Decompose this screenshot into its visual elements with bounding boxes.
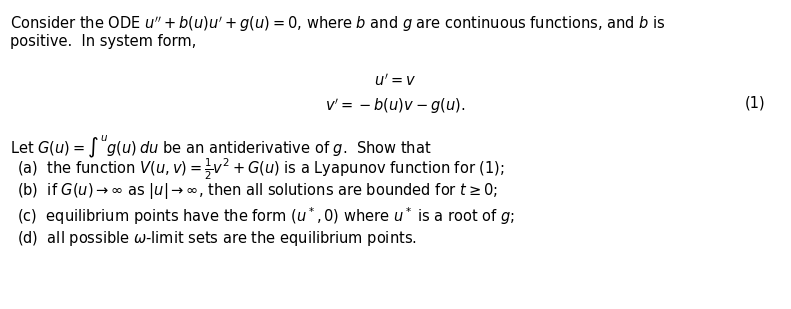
Text: (1): (1) xyxy=(745,96,766,111)
Text: $v' = -b(u)v - g(u).$: $v' = -b(u)v - g(u).$ xyxy=(325,96,466,116)
Text: Consider the ODE $u'' + b(u)u' + g(u) = 0$, where $b$ and $g$ are continuous fun: Consider the ODE $u'' + b(u)u' + g(u) = … xyxy=(10,14,666,34)
Text: (a)  the function $V(u, v) = \frac{1}{2}v^2 + G(u)$ is a Lyapunov function for (: (a) the function $V(u, v) = \frac{1}{2}v… xyxy=(17,157,505,182)
Text: (c)  equilibrium points have the form $(u^*, 0)$ where $u^*$ is a root of $g$;: (c) equilibrium points have the form $(u… xyxy=(17,205,515,227)
Text: (d)  all possible $\omega$-limit sets are the equilibrium points.: (d) all possible $\omega$-limit sets are… xyxy=(17,229,417,248)
Text: $u' = v$: $u' = v$ xyxy=(374,72,417,89)
Text: (b)  if $G(u) \to \infty$ as $|u| \to \infty$, then all solutions are bounded fo: (b) if $G(u) \to \infty$ as $|u| \to \in… xyxy=(17,181,498,201)
Text: Let $G(u) = \int^u g(u)\, du$ be an antiderivative of $g$.  Show that: Let $G(u) = \int^u g(u)\, du$ be an anti… xyxy=(10,133,432,160)
Text: positive.  In system form,: positive. In system form, xyxy=(10,34,196,49)
